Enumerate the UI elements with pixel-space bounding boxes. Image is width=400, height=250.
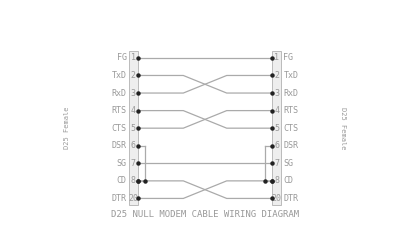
Text: 2: 2 <box>131 71 136 80</box>
Text: DSR: DSR <box>284 141 298 150</box>
Text: 4: 4 <box>131 106 136 115</box>
Text: 20: 20 <box>272 194 282 203</box>
Text: RxD: RxD <box>284 88 298 98</box>
Text: CTS: CTS <box>284 124 298 133</box>
Bar <box>129 51 138 205</box>
Text: DSR: DSR <box>112 141 126 150</box>
Text: 1: 1 <box>274 54 279 62</box>
Text: 2: 2 <box>274 71 279 80</box>
Text: D25 Female: D25 Female <box>340 107 346 150</box>
Text: 7: 7 <box>274 159 279 168</box>
Text: 7: 7 <box>131 159 136 168</box>
Text: 8: 8 <box>131 176 136 185</box>
Text: 3: 3 <box>274 88 279 98</box>
Text: 3: 3 <box>131 88 136 98</box>
Text: TxD: TxD <box>284 71 298 80</box>
Text: TxD: TxD <box>112 71 126 80</box>
Text: 20: 20 <box>128 194 138 203</box>
Text: RTS: RTS <box>112 106 126 115</box>
Text: SG: SG <box>116 159 126 168</box>
Text: DTR: DTR <box>284 194 298 203</box>
Text: RxD: RxD <box>112 88 126 98</box>
Text: D25 Female: D25 Female <box>64 107 70 150</box>
Text: 4: 4 <box>274 106 279 115</box>
Text: D25 NULL MODEM CABLE WIRING DIAGRAM: D25 NULL MODEM CABLE WIRING DIAGRAM <box>111 210 299 219</box>
Text: 1: 1 <box>131 54 136 62</box>
Text: DTR: DTR <box>112 194 126 203</box>
Text: RTS: RTS <box>284 106 298 115</box>
Text: 6: 6 <box>274 141 279 150</box>
Text: FG: FG <box>284 54 294 62</box>
Text: 8: 8 <box>274 176 279 185</box>
Text: FG: FG <box>116 54 126 62</box>
Bar <box>272 51 281 205</box>
Text: SG: SG <box>284 159 294 168</box>
Text: 6: 6 <box>131 141 136 150</box>
Text: CD: CD <box>284 176 294 185</box>
Text: CD: CD <box>116 176 126 185</box>
Text: 5: 5 <box>274 124 279 133</box>
Text: 5: 5 <box>131 124 136 133</box>
Text: CTS: CTS <box>112 124 126 133</box>
